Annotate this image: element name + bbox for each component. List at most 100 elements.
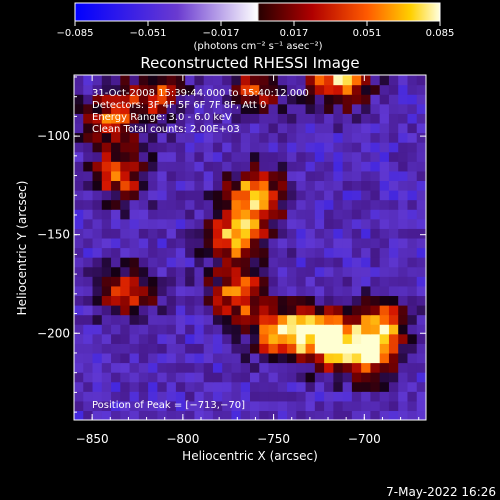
heatmap-cell	[379, 161, 390, 172]
heatmap-cell	[388, 247, 399, 258]
heatmap-cell	[157, 314, 168, 325]
heatmap-cell	[259, 190, 270, 201]
heatmap-cell	[407, 314, 418, 325]
heatmap-cell	[361, 333, 372, 344]
heatmap-cell	[407, 180, 418, 191]
heatmap-cell	[92, 180, 103, 191]
heatmap-cell	[333, 391, 344, 402]
heatmap-cell	[259, 142, 270, 153]
heatmap-cell	[370, 132, 381, 143]
heatmap-cell	[111, 209, 121, 220]
heatmap-cell	[166, 257, 177, 268]
heatmap-cell	[268, 343, 279, 354]
heatmap-cell	[203, 305, 214, 316]
heatmap-cell	[361, 276, 372, 287]
heatmap-cell	[92, 84, 103, 95]
heatmap-cell	[324, 247, 334, 258]
heatmap-cell	[259, 333, 270, 344]
heatmap-cell	[351, 228, 362, 239]
heatmap-cell	[157, 180, 168, 191]
heatmap-cell	[351, 84, 362, 95]
heatmap-cell	[277, 170, 288, 182]
heatmap-cell	[92, 400, 103, 412]
heatmap-cell	[305, 199, 316, 210]
heatmap-cell	[268, 132, 279, 143]
heatmap-cell	[361, 372, 372, 383]
heatmap-cell	[92, 324, 103, 335]
heatmap-cell	[333, 362, 344, 373]
heatmap-cell	[138, 400, 149, 412]
heatmap-cell	[240, 151, 251, 162]
heatmap-cell	[351, 285, 362, 297]
heatmap-cell	[342, 381, 353, 392]
heatmap-cell	[287, 122, 297, 134]
heatmap-cell	[379, 122, 390, 134]
heatmap-cell	[166, 180, 177, 191]
heatmap-cell	[138, 199, 149, 210]
heatmap-cell	[175, 276, 186, 287]
heatmap-cell	[148, 285, 158, 297]
heatmap-cell	[342, 285, 353, 297]
heatmap-cell	[157, 84, 168, 95]
heatmap-cell	[240, 410, 251, 420]
heatmap-cell	[74, 333, 84, 344]
heatmap-cell	[388, 391, 399, 402]
heatmap-cell	[333, 257, 344, 268]
heatmap-cell	[166, 400, 177, 412]
heatmap-cell	[92, 170, 103, 182]
heatmap-cell	[129, 295, 140, 306]
heatmap-cell	[166, 314, 177, 325]
heatmap-cell	[361, 381, 372, 392]
heatmap-cell	[74, 161, 84, 172]
heatmap-cell	[342, 228, 353, 239]
heatmap-cell	[222, 410, 233, 420]
heatmap-cell	[175, 190, 186, 201]
heatmap-cell	[250, 391, 260, 402]
heatmap-cell	[166, 113, 177, 124]
heatmap-cell	[250, 237, 260, 249]
heatmap-cell	[342, 276, 353, 287]
axis-ticks: −850 −800 −750 −700 −100 −150 −200	[37, 75, 426, 446]
heatmap-cell	[92, 314, 103, 325]
heatmap-cell	[351, 151, 362, 162]
heatmap-cell	[222, 391, 233, 402]
heatmap-cell	[157, 161, 168, 172]
heatmap-cell	[277, 103, 288, 114]
heatmap-cell	[305, 151, 316, 162]
heatmap-cell	[287, 362, 297, 373]
heatmap-cell	[398, 190, 409, 201]
heatmap-cell	[92, 410, 103, 420]
heatmap-cell	[203, 247, 214, 258]
heatmap-cell	[83, 94, 94, 105]
heatmap-cell	[194, 228, 205, 239]
heatmap-cell	[175, 75, 186, 86]
heatmap-cell	[138, 75, 149, 86]
heatmap-cell	[138, 305, 149, 316]
heatmap-cell	[305, 276, 316, 287]
colorbar-tick-label: −0.085	[56, 28, 93, 39]
heatmap-cell	[259, 218, 270, 229]
heatmap-cell	[324, 209, 334, 220]
colorbar-tick-label: 0.051	[353, 28, 382, 39]
heatmap-cell	[83, 343, 94, 354]
heatmap-cell	[324, 180, 334, 191]
heatmap-cell	[398, 381, 409, 392]
heatmap-cell	[277, 209, 288, 220]
heatmap-cell	[111, 170, 121, 182]
heatmap-cell	[314, 190, 325, 201]
heatmap-cell	[92, 190, 103, 201]
heatmap-cell	[398, 180, 409, 191]
heatmap-cell	[175, 410, 186, 420]
heatmap-cell	[370, 410, 381, 420]
heatmap-cell	[287, 343, 297, 354]
heatmap-cell	[370, 122, 381, 134]
heatmap-cell	[259, 228, 270, 239]
heatmap-cell	[194, 295, 205, 306]
heatmap-cell	[388, 266, 399, 277]
heatmap-cell	[388, 170, 399, 182]
heatmap-cell	[277, 237, 288, 249]
heatmap-cell	[259, 276, 270, 287]
heatmap-cell	[74, 151, 84, 162]
heatmap-cell	[333, 237, 344, 249]
heatmap-cell	[250, 352, 260, 364]
